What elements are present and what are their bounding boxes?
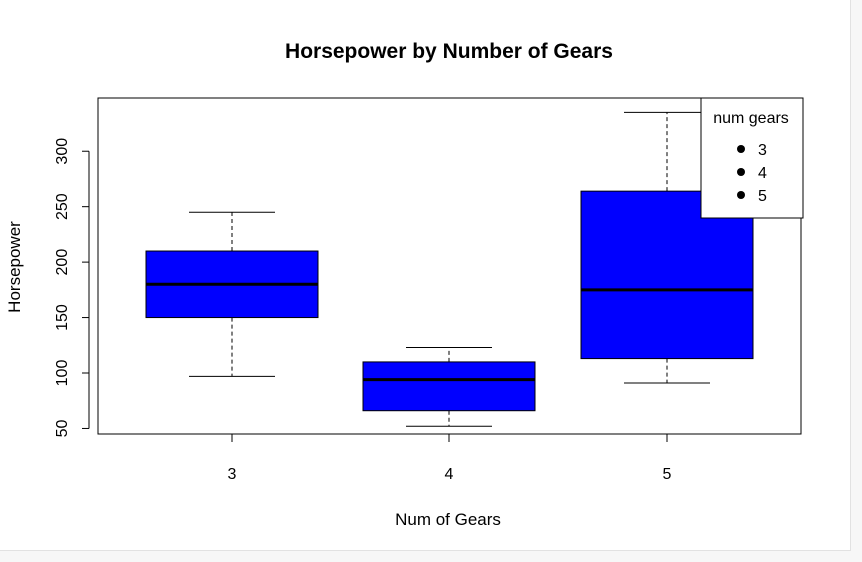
box-group-4 (362, 347, 536, 427)
window-border-bottom (0, 550, 851, 551)
x-tick-label: 4 (445, 466, 454, 483)
legend-entry-label: 4 (758, 165, 767, 182)
box-iqr (362, 361, 536, 412)
legend-box (700, 97, 804, 219)
plot-area-border (97, 97, 802, 435)
box-group-3 (145, 211, 319, 377)
y-tick-label: 50 (54, 419, 71, 437)
y-tick-label: 250 (54, 193, 71, 220)
axes-layer: 50 100 150 200 250 300 3 4 5 (54, 138, 672, 483)
legend-marker (737, 145, 745, 153)
legend-marker (737, 168, 745, 176)
x-axis-label: Num of Gears (395, 510, 501, 529)
window-border-right (850, 0, 851, 551)
background-panel-right (851, 0, 862, 562)
y-tick-label: 150 (54, 304, 71, 331)
box-iqr (580, 190, 754, 360)
box-group-5 (580, 111, 754, 384)
legend-entry-label: 5 (758, 188, 767, 205)
y-tick-label: 300 (54, 138, 71, 165)
y-axis-label: Horsepower (5, 221, 24, 313)
x-tick-label: 5 (663, 466, 672, 483)
x-tick-label: 3 (228, 466, 237, 483)
boxes-layer (145, 111, 754, 427)
background-panel-bottom (0, 551, 862, 562)
legend: num gears 3 4 5 (700, 97, 804, 219)
y-tick-label: 200 (54, 249, 71, 276)
legend-entry-label: 3 (758, 142, 767, 159)
y-tick-label: 100 (54, 360, 71, 387)
legend-marker (737, 191, 745, 199)
chart-title: Horsepower by Number of Gears (285, 40, 613, 63)
legend-title: num gears (713, 110, 789, 127)
